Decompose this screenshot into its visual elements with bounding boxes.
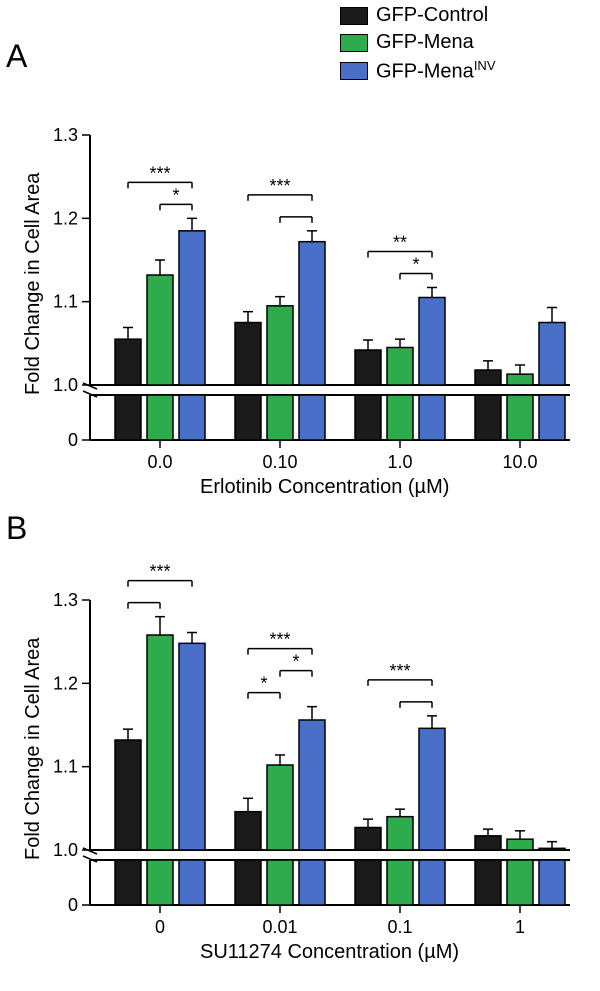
svg-text:*: * (260, 674, 267, 694)
svg-text:0: 0 (68, 430, 78, 450)
svg-text:***: *** (149, 163, 170, 183)
svg-text:0.0: 0.0 (147, 452, 172, 472)
svg-text:1.2: 1.2 (53, 673, 78, 693)
svg-text:1.2: 1.2 (53, 208, 78, 228)
svg-text:1.1: 1.1 (53, 757, 78, 777)
legend-label-control: GFP-Control (376, 4, 488, 27)
svg-text:***: *** (269, 630, 290, 650)
chart-b-svg: 1.01.11.21.300***0.01*****0.1***1 (0, 535, 590, 975)
svg-text:*: * (292, 652, 299, 672)
svg-text:0.01: 0.01 (262, 917, 297, 937)
chart-a-x-label: Erlotinib Concentration (µM) (200, 476, 449, 499)
svg-text:10.0: 10.0 (502, 452, 537, 472)
chart-a-svg: 1.01.11.21.300.0****0.10***1.0***10.0 (0, 70, 590, 510)
legend-item-mena: GFP-Mena (340, 31, 495, 54)
svg-text:0.1: 0.1 (387, 917, 412, 937)
legend-label-mena: GFP-Mena (376, 31, 474, 54)
legend-swatch-mena (340, 34, 368, 52)
svg-text:**: ** (393, 233, 407, 253)
legend-item-control: GFP-Control (340, 4, 495, 27)
svg-text:*: * (412, 255, 419, 275)
chart-b-x-label: SU11274 Concentration (µM) (200, 941, 459, 964)
svg-text:1.0: 1.0 (387, 452, 412, 472)
svg-text:0: 0 (68, 895, 78, 915)
svg-text:0: 0 (155, 917, 165, 937)
svg-text:1.1: 1.1 (53, 292, 78, 312)
svg-text:0.10: 0.10 (262, 452, 297, 472)
legend-swatch-control (340, 7, 368, 25)
svg-text:1.3: 1.3 (53, 125, 78, 145)
svg-text:1.0: 1.0 (53, 840, 78, 860)
svg-text:1: 1 (515, 917, 525, 937)
svg-text:***: *** (389, 661, 410, 681)
svg-text:***: *** (149, 562, 170, 582)
svg-text:1.0: 1.0 (53, 375, 78, 395)
svg-text:***: *** (269, 176, 290, 196)
svg-text:*: * (172, 185, 179, 205)
svg-text:1.3: 1.3 (53, 590, 78, 610)
